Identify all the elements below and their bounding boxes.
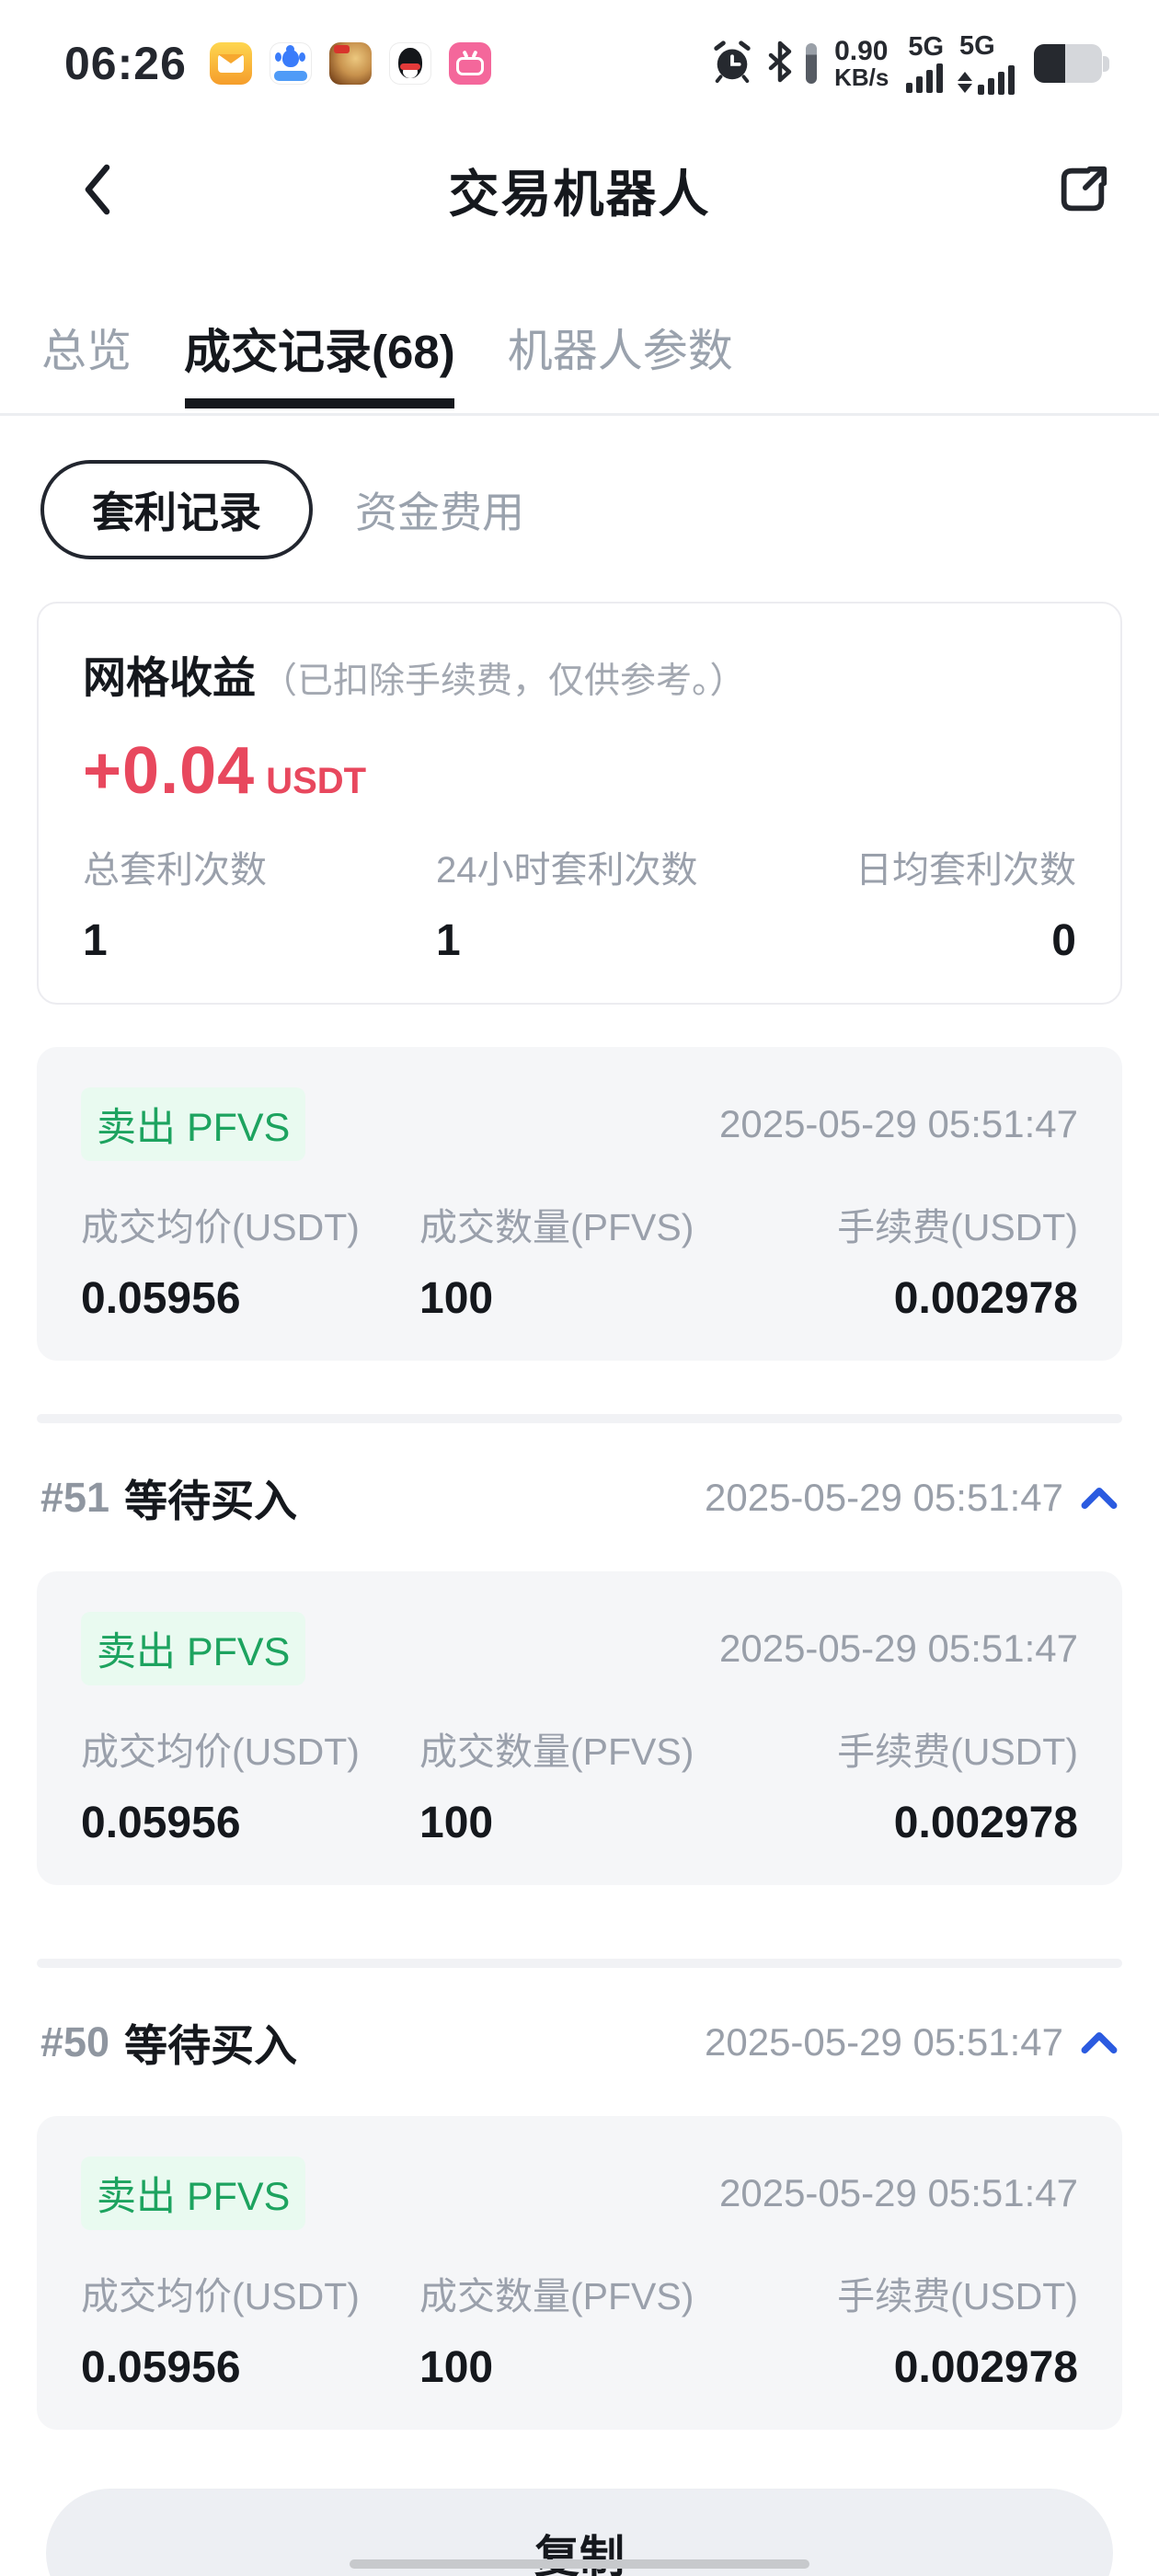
status-bar-right: 0.90 KB/s 5G 5G [710, 30, 1109, 95]
status-bar-left: 06:26 [64, 37, 491, 90]
sell-badge: 卖出 PFVS [81, 2156, 306, 2230]
trade-field-label: 成交均价(USDT) [81, 2275, 360, 2317]
tab-trade-records[interactable]: 成交记录(68) [184, 282, 455, 413]
sell-badge: 卖出 PFVS [81, 1612, 306, 1685]
stat-label-total: 总套利次数 [83, 850, 267, 891]
profit-unit: USDT [266, 761, 367, 801]
group-time: 2025-05-29 05:51:47 [705, 2019, 1063, 2064]
trade-card: 卖出 PFVS 2025-05-29 05:51:47 成交均价(USDT) 成… [37, 1571, 1122, 1885]
grid-profit-subtitle: （已扣除手续费，仅供参考。） [261, 661, 746, 701]
network-speed-unit: KB/s [834, 63, 889, 92]
home-indicator[interactable] [350, 2559, 809, 2569]
stat-value-24h: 1 [436, 916, 461, 965]
group-id: #50 [40, 2018, 110, 2065]
sim1-network-label: 5G [908, 32, 944, 62]
section-divider [37, 1414, 1122, 1423]
group-row-50[interactable]: #50 等待买入 2025-05-29 05:51:47 [40, 2010, 1119, 2074]
trade-fields: 成交均价(USDT) 成交数量(PFVS) 手续费(USDT) 0.05956 … [81, 2265, 1078, 2393]
trade-field-value: 100 [419, 1274, 494, 1323]
game-app-icon [328, 42, 372, 85]
qq-app-icon [388, 42, 431, 85]
back-button[interactable] [81, 163, 112, 216]
network-speed-value: 0.90 [834, 35, 889, 66]
section-divider [37, 1959, 1122, 1968]
mail-app-icon [209, 42, 252, 85]
trade-field-label: 成交数量(PFVS) [419, 1206, 694, 1248]
bilibili-app-icon [448, 42, 491, 85]
trade-field-value: 100 [419, 2343, 494, 2392]
trade-field-value: 100 [419, 1799, 494, 1847]
trade-time: 2025-05-29 05:51:47 [719, 2171, 1078, 2214]
tab-bot-params[interactable]: 机器人参数 [507, 327, 733, 376]
filter-bar: 套利记录 资金费用 [40, 458, 1159, 561]
chevron-up-icon[interactable] [1080, 2030, 1119, 2055]
trade-field-value: 0.002978 [893, 1799, 1078, 1847]
trade-field-label: 成交数量(PFVS) [419, 1731, 694, 1773]
grid-profit-title: 网格收益 [83, 653, 256, 702]
battery-icon [1034, 44, 1109, 83]
trade-field-value: 0.05956 [81, 1799, 241, 1847]
stat-value-daily-avg: 0 [1051, 916, 1076, 965]
stats-grid: 总套利次数 24小时套利次数 日均套利次数 1 1 0 [83, 840, 1076, 966]
tab-bar: 总览 成交记录(68) 机器人参数 [0, 267, 1159, 416]
group-id: #51 [40, 1473, 110, 1521]
trade-card: 卖出 PFVS 2025-05-29 05:51:47 成交均价(USDT) 成… [37, 1047, 1122, 1361]
trade-field-value: 0.002978 [893, 2343, 1078, 2392]
trade-field-value: 0.05956 [81, 2343, 241, 2392]
group-time: 2025-05-29 05:51:47 [705, 1475, 1063, 1519]
status-bar: 06:26 0.90 KB/s 5G 5G [0, 0, 1159, 112]
tab-overview[interactable]: 总览 [41, 327, 132, 376]
stat-label-daily-avg: 日均套利次数 [855, 850, 1076, 891]
signal-bars-icon [906, 63, 944, 93]
stat-label-24h: 24小时套利次数 [436, 850, 698, 891]
network-speed: 0.90 KB/s [834, 37, 889, 90]
trade-fields: 成交均价(USDT) 成交数量(PFVS) 手续费(USDT) 0.05956 … [81, 1720, 1078, 1848]
grid-profit-card: 网格收益 （已扣除手续费，仅供参考。） +0.04 USDT 总套利次数 24小… [37, 602, 1122, 1005]
sim1-signal: 5G [906, 34, 944, 93]
share-button[interactable] [1054, 161, 1111, 218]
baidu-app-icon [269, 42, 312, 85]
group-row-51[interactable]: #51 等待买入 2025-05-29 05:51:47 [40, 1466, 1119, 1529]
trade-field-label: 手续费(USDT) [837, 1206, 1078, 1248]
sim2-network-label: 5G [959, 30, 995, 61]
trade-field-label: 手续费(USDT) [837, 1731, 1078, 1773]
stat-value-total: 1 [83, 916, 108, 965]
trade-card-header: 卖出 PFVS 2025-05-29 05:51:47 [81, 2156, 1078, 2230]
sell-badge: 卖出 PFVS [81, 1087, 306, 1161]
bluetooth-battery-icon [806, 43, 818, 84]
alarm-icon [710, 40, 754, 88]
filter-arbitrage-records[interactable]: 套利记录 [40, 460, 313, 559]
signal-bars-icon [978, 64, 1015, 95]
trade-fields: 成交均价(USDT) 成交数量(PFVS) 手续费(USDT) 0.05956 … [81, 1196, 1078, 1324]
bluetooth-icon [768, 40, 792, 87]
trade-card-header: 卖出 PFVS 2025-05-29 05:51:47 [81, 1087, 1078, 1161]
trade-field-label: 成交均价(USDT) [81, 1206, 360, 1248]
nav-bar: 交易机器人 [0, 112, 1159, 267]
group-status: 等待买入 [124, 1477, 298, 1525]
trade-field-label: 成交数量(PFVS) [419, 2275, 694, 2317]
trade-card: 卖出 PFVS 2025-05-29 05:51:47 成交均价(USDT) 成… [37, 2116, 1122, 2430]
sim2-signal: 5G [958, 30, 1015, 95]
profit-value: +0.04 [83, 734, 256, 808]
group-status: 等待买入 [124, 2021, 298, 2070]
grid-profit-header: 网格收益 （已扣除手续费，仅供参考。） [83, 642, 1076, 706]
profit-row: +0.04 USDT [83, 733, 1076, 809]
clock-time: 06:26 [64, 38, 187, 89]
trade-time: 2025-05-29 05:51:47 [719, 1627, 1078, 1670]
trade-field-value: 0.002978 [893, 1274, 1078, 1323]
trade-field-label: 手续费(USDT) [837, 2275, 1078, 2317]
chevron-up-icon[interactable] [1080, 1485, 1119, 1511]
trade-field-label: 成交均价(USDT) [81, 1731, 360, 1773]
filter-funding-fees[interactable]: 资金费用 [355, 489, 524, 536]
trade-time: 2025-05-29 05:51:47 [719, 1102, 1078, 1145]
signal-updown-arrows-icon [958, 71, 972, 93]
page-title: 交易机器人 [448, 166, 711, 223]
trade-card-header: 卖出 PFVS 2025-05-29 05:51:47 [81, 1612, 1078, 1685]
trade-field-value: 0.05956 [81, 1274, 241, 1323]
